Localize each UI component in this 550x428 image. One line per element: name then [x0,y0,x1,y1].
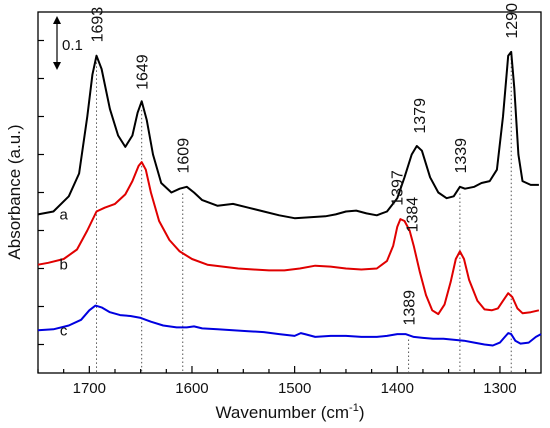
peak-label: 1649 [135,54,152,90]
x-axis-title-main: Wavenumber (cm [216,403,350,422]
scale-bar-arrow-up [53,16,61,24]
peak-label: 1384 [405,197,422,233]
x-axis-title-close: ) [359,403,365,422]
x-tick-label: 1500 [278,380,311,397]
plot-frame [37,11,542,374]
peak-label: 1339 [453,138,470,174]
series-c-line [37,304,542,347]
peak-label: 1397 [389,170,406,206]
spectra-series: a b c [37,50,542,347]
x-axis-title: Wavenumber (cm-1) [216,402,365,422]
series-b-label: b [59,257,67,274]
x-tick-label: 1700 [73,380,106,397]
series-a-line [37,50,539,220]
series-b-line [37,161,540,316]
series-a-label: a [59,206,68,223]
peak-label: 1389 [402,290,419,326]
axis-ticks: 1700 1600 1500 1400 1300 [37,39,527,397]
peak-label: 1379 [412,98,429,134]
peak-label: 1609 [176,138,193,174]
peak-label: 1290 [504,3,521,39]
peak-label: 1693 [90,7,107,43]
x-tick-label: 1400 [381,380,414,397]
scale-bar-label: 0.1 [62,37,83,54]
x-axis-title-exponent: -1 [349,402,359,414]
y-axis-title: Absorbance (a.u.) [5,124,24,259]
peak-guide-lines [96,58,512,373]
scale-bar-arrow-down [53,62,61,70]
series-c-label: c [60,322,68,339]
x-tick-label: 1300 [483,380,516,397]
x-tick-label: 1600 [175,380,208,397]
scale-bar: 0.1 [53,16,83,70]
